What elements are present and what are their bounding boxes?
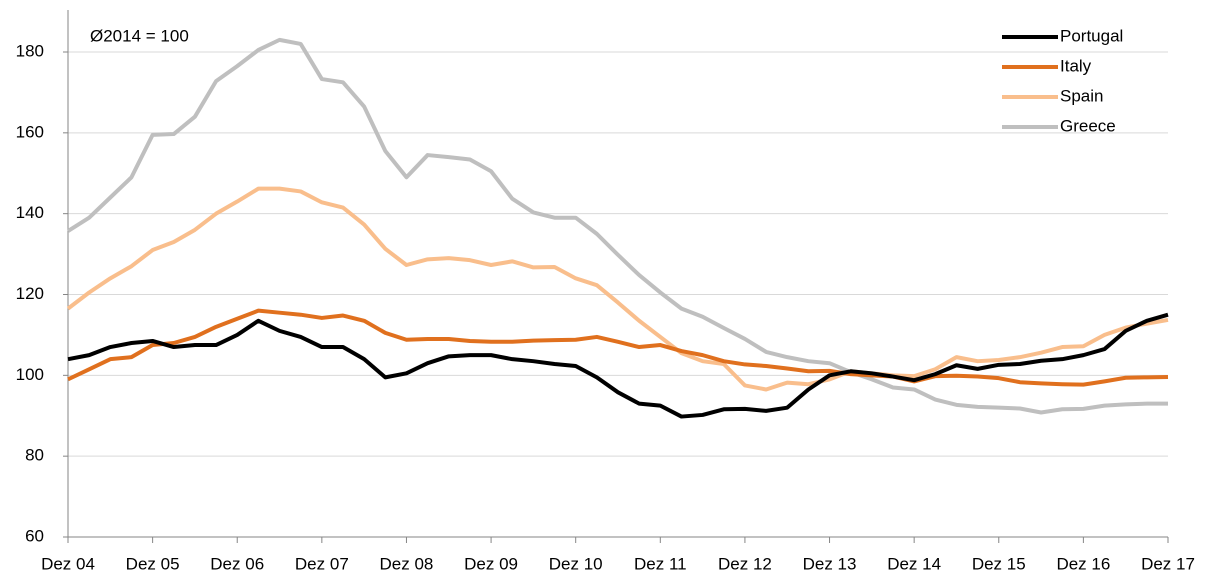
x-tick-label: Dez 13 <box>803 554 857 573</box>
series-line <box>66 37 1168 415</box>
y-tick-label: 60 <box>25 526 44 545</box>
x-tick-label: Dez 05 <box>126 554 180 573</box>
legend-label: Portugal <box>1060 26 1123 45</box>
series-line <box>67 312 1169 419</box>
x-tick-label: Dez 14 <box>887 554 941 573</box>
x-tick-label: Dez 11 <box>634 554 687 573</box>
y-tick-label: 180 <box>16 41 44 60</box>
legend-label: Spain <box>1060 86 1103 105</box>
legend-label: Greece <box>1060 116 1116 135</box>
x-tick-label: Dez 06 <box>210 554 264 573</box>
y-tick-label: 160 <box>16 122 44 141</box>
annotation: Ø2014 = 100 <box>90 26 189 45</box>
y-tick-label: 100 <box>16 365 44 384</box>
x-tick-label: Dez 10 <box>549 554 603 573</box>
x-tick-label: Dez 16 <box>1056 554 1110 573</box>
series-line <box>66 186 1169 392</box>
x-tick-label: Dez 12 <box>718 554 772 573</box>
series-line <box>67 308 1169 387</box>
x-tick-label: Dez 09 <box>464 554 518 573</box>
y-tick-label: 80 <box>25 446 44 465</box>
x-tick-label: Dez 04 <box>41 554 95 573</box>
x-tick-label: Dez 07 <box>295 554 349 573</box>
y-tick-label: 120 <box>16 284 44 303</box>
x-tick-label: Dez 17 <box>1141 554 1195 573</box>
x-tick-label: Dez 15 <box>972 554 1026 573</box>
legend-label: Italy <box>1060 56 1092 75</box>
x-tick-label: Dez 08 <box>380 554 434 573</box>
y-tick-label: 140 <box>16 203 44 222</box>
